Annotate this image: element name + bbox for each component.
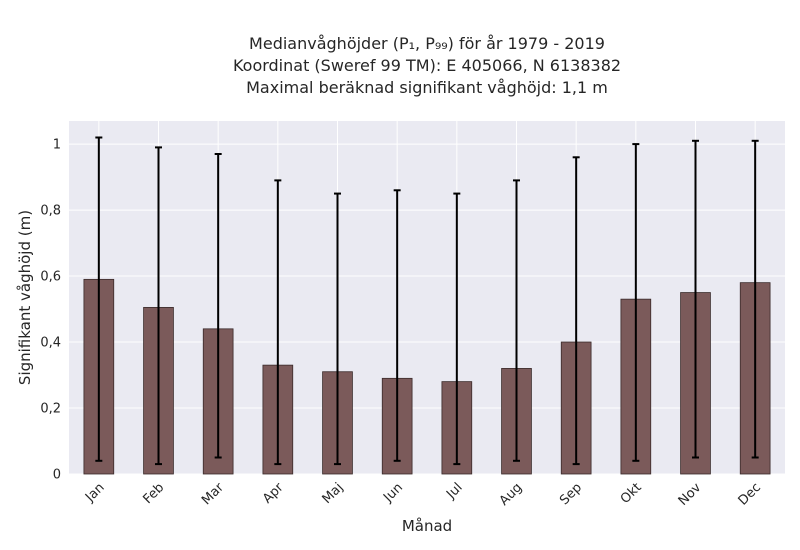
title-line-3: Maximal beräknad signifikant våghöjd: 1,… <box>246 78 608 97</box>
y-tick-labels: 0 0,2 0,4 0,6 0,8 1 <box>40 138 61 483</box>
x-axis-label: Månad <box>402 517 452 535</box>
y-axis-label: Signifikant våghöjd (m) <box>16 210 34 385</box>
y-tick-label: 0,4 <box>40 336 61 351</box>
y-tick-label: 0 <box>53 468 61 483</box>
y-tick-label: 0,8 <box>40 204 61 219</box>
x-tick-label: Apr <box>260 480 287 507</box>
chart-title: Medianvåghöjder (P₁, P₉₉) för år 1979 - … <box>0 33 800 99</box>
plot-area <box>69 121 785 474</box>
error-bars <box>95 136 759 466</box>
x-tick-labels: Jan Feb Mar Apr Maj Jun Jul Aug Sep Okt Nov Dec <box>82 480 764 509</box>
y-tick-label: 0,6 <box>40 270 61 285</box>
y-tick-label: 1 <box>53 138 61 153</box>
x-tick-label: Jun <box>380 480 406 506</box>
title-line-1: Medianvåghöjder (P₁, P₉₉) för år 1979 - … <box>249 34 605 53</box>
title-line-2: Koordinat (Sweref 99 TM): E 405066, N 61… <box>232 56 622 75</box>
x-tick-label: Sep <box>557 480 585 508</box>
x-tick-label: Jul <box>443 480 465 502</box>
x-tick-label: Nov <box>676 480 705 509</box>
y-tick-label: 0,2 <box>40 402 61 417</box>
x-tick-label: Okt <box>618 480 645 507</box>
x-tick-label: Feb <box>140 480 167 507</box>
x-tick-label: Aug <box>497 480 526 509</box>
x-tick-label: Maj <box>320 480 347 507</box>
x-tick-label: Jan <box>82 480 107 505</box>
x-tick-label: Dec <box>736 480 764 508</box>
x-tick-label: Mar <box>199 480 227 508</box>
